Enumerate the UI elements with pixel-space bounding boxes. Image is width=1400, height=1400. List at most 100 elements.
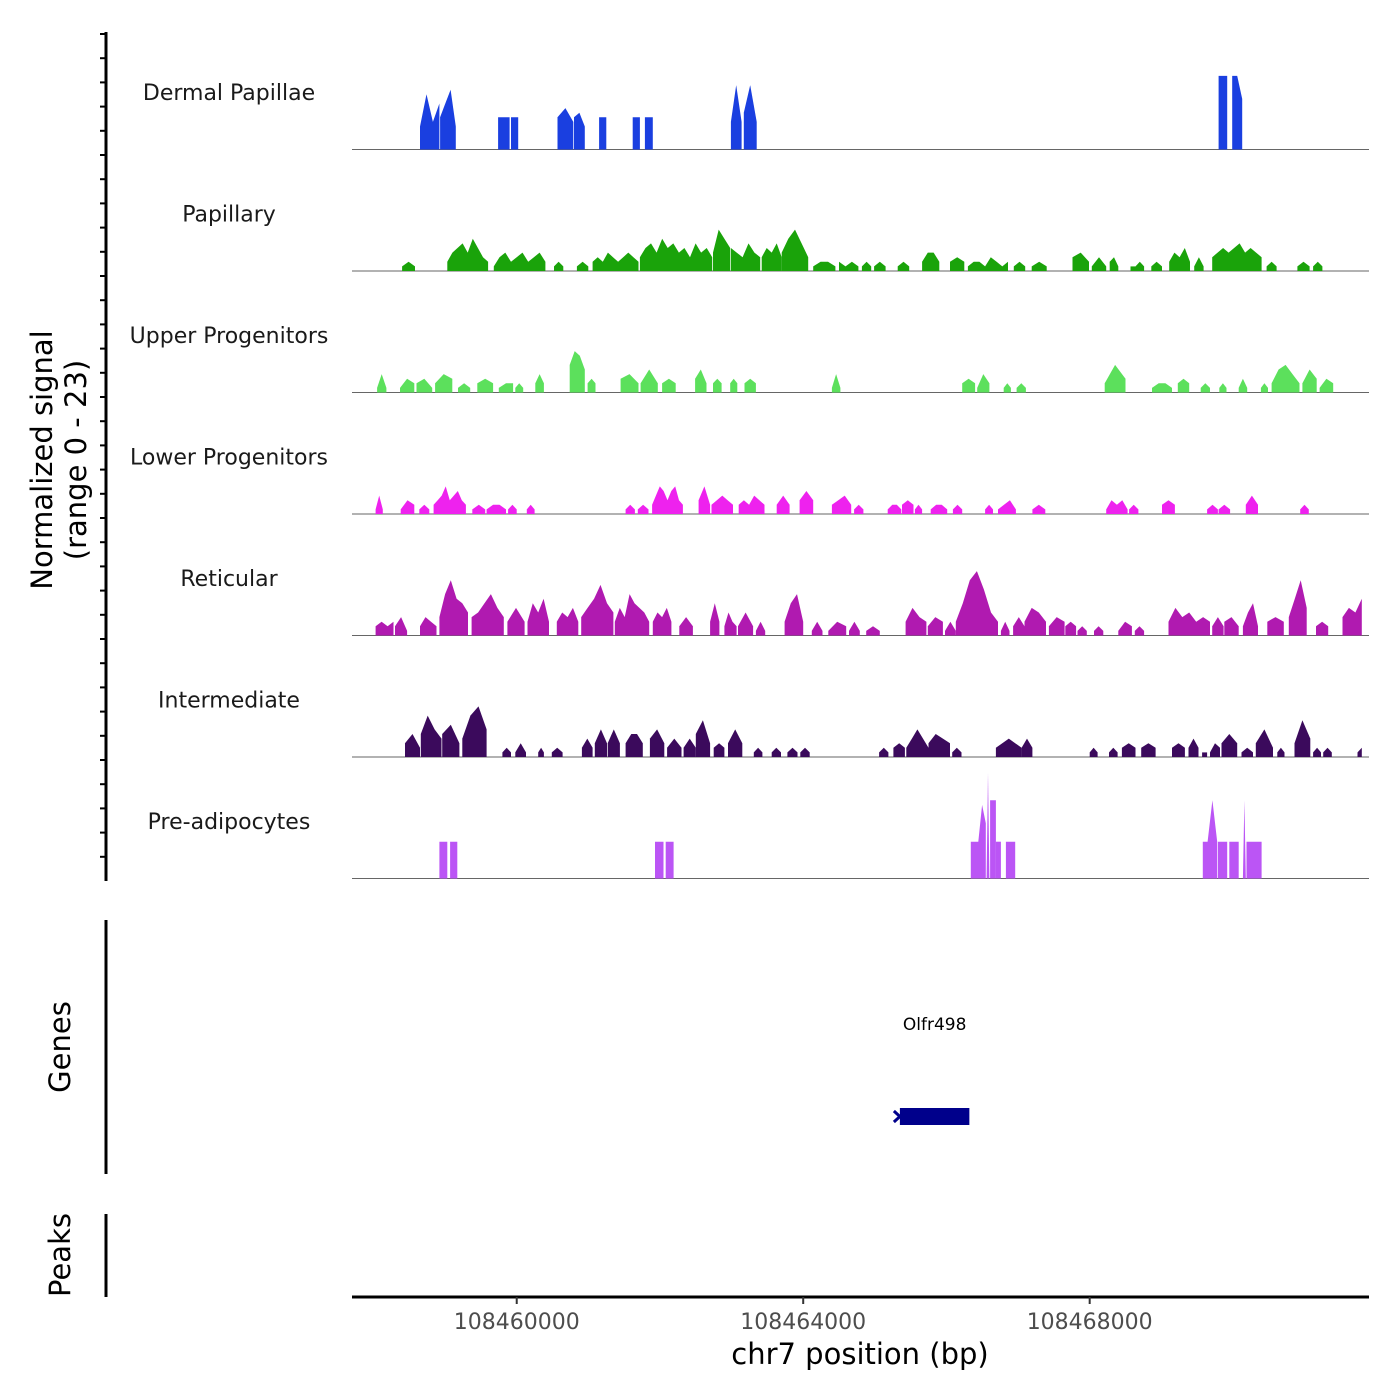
x-tick-label: 108468000 (1027, 1310, 1153, 1335)
coverage-peak (787, 747, 798, 757)
coverage-peak (1134, 626, 1145, 636)
coverage-peak (728, 729, 743, 757)
coverage-peak (1255, 729, 1273, 757)
coverage-peak (1277, 747, 1285, 757)
coverage-peak (861, 261, 872, 271)
coverage-peak (1065, 621, 1077, 636)
coverage-peak (1024, 607, 1046, 636)
track-papillary: Papillary (182, 203, 1369, 272)
coverage-peak (1219, 383, 1227, 393)
coverage-peak (554, 261, 564, 271)
track-intermediate: Intermediate (158, 689, 1369, 758)
coverage-peak (420, 617, 437, 636)
coverage-peak (625, 504, 635, 514)
coverage-peak (576, 261, 589, 271)
strand-arrow (892, 1109, 903, 1124)
coverage-peak (477, 378, 494, 393)
coverage-peak (771, 747, 781, 757)
coverage-peak (440, 89, 456, 150)
coverage-peak (1271, 364, 1300, 393)
coverage-peak (743, 85, 757, 150)
coverage-peak (511, 117, 519, 150)
coverage-peak (1302, 369, 1317, 393)
coverage-peak (1130, 266, 1136, 271)
coverage-peak (1342, 598, 1362, 636)
coverage-peak (710, 603, 720, 636)
coverage-peak (784, 594, 804, 636)
coverage-peak (1241, 747, 1253, 757)
coverage-peak (1207, 504, 1218, 514)
coverage-peak (515, 383, 524, 393)
coverage-peak (1032, 504, 1046, 514)
coverage-peak (493, 252, 546, 271)
track-label: Papillary (182, 203, 276, 228)
coverage-peak (1266, 261, 1277, 271)
coverage-peak (977, 374, 990, 393)
coverage-peak (625, 734, 643, 757)
coverage-peak (828, 621, 847, 636)
coverage-peak (724, 612, 737, 636)
coverage-peak (592, 252, 639, 271)
coverage-peak (594, 729, 607, 757)
coverage-peak (695, 369, 707, 393)
coverage-peak (377, 374, 387, 393)
coverage-peak (1135, 261, 1145, 271)
coverage-peak (1323, 747, 1332, 757)
coverage-peak (1200, 383, 1210, 393)
coverage-peak (632, 117, 640, 150)
track-label: Lower Progenitors (130, 446, 328, 471)
coverage-peak (970, 804, 986, 879)
coverage-peak (1121, 743, 1136, 757)
coverage-peak (526, 504, 535, 514)
coverage-peak (1169, 248, 1190, 271)
coverage-peak (1005, 841, 1016, 879)
genes-track: Olfr498 (892, 1015, 970, 1125)
coverage-peak (557, 108, 574, 150)
coverage-peak (711, 495, 733, 514)
coverage-peak (400, 378, 415, 393)
coverage-peak (607, 729, 620, 757)
coverage-peak (1048, 617, 1065, 636)
coverage-peak (502, 747, 511, 757)
coverage-peak (893, 743, 905, 757)
genes-track-label: Genes (43, 1001, 77, 1093)
coverage-peak (1357, 747, 1362, 757)
coverage-peak (962, 378, 976, 393)
coverage-peak (950, 257, 965, 271)
coverage-peak (713, 378, 722, 393)
x-axis-ticks: 108460000 108464000 108468000 (454, 1297, 1153, 1335)
track-pre-adipocytes: Pre-adipocytes (148, 772, 1369, 879)
coverage-peak (551, 747, 563, 757)
coverage-peak (1072, 252, 1089, 271)
coverage-peak (813, 261, 836, 271)
coverage-peak (1316, 621, 1329, 636)
coverage-peak (905, 607, 927, 636)
x-tick-label: 108464000 (740, 1310, 866, 1335)
coverage-peak (755, 621, 766, 636)
coverage-peak (955, 571, 998, 636)
coverage-peak (508, 504, 517, 514)
coverage-peak (655, 841, 664, 879)
coverage-peak (1297, 261, 1310, 271)
coverage-peak (447, 238, 489, 271)
coverage-peak (620, 374, 639, 393)
coverage-peak (1151, 261, 1162, 271)
coverage-peak (1152, 383, 1172, 393)
coverage-peak (581, 738, 593, 757)
coverage-peak (799, 491, 814, 514)
signal-y-axis-label-line1: Normalized signal (25, 330, 59, 589)
coverage-peak (839, 261, 859, 271)
coverage-peak (927, 617, 943, 636)
coverage-peak (849, 621, 860, 636)
coverage-peak (1212, 243, 1262, 271)
coverage-peak (435, 374, 453, 393)
coverage-peak (1129, 504, 1139, 514)
coverage-peak (395, 617, 408, 636)
coverage-peak (1109, 257, 1119, 271)
coverage-peak (887, 504, 902, 514)
coverage-peak (738, 495, 765, 514)
coverage-peak (416, 378, 433, 393)
coverage-peak (1319, 378, 1334, 393)
coverage-peak (665, 841, 674, 879)
